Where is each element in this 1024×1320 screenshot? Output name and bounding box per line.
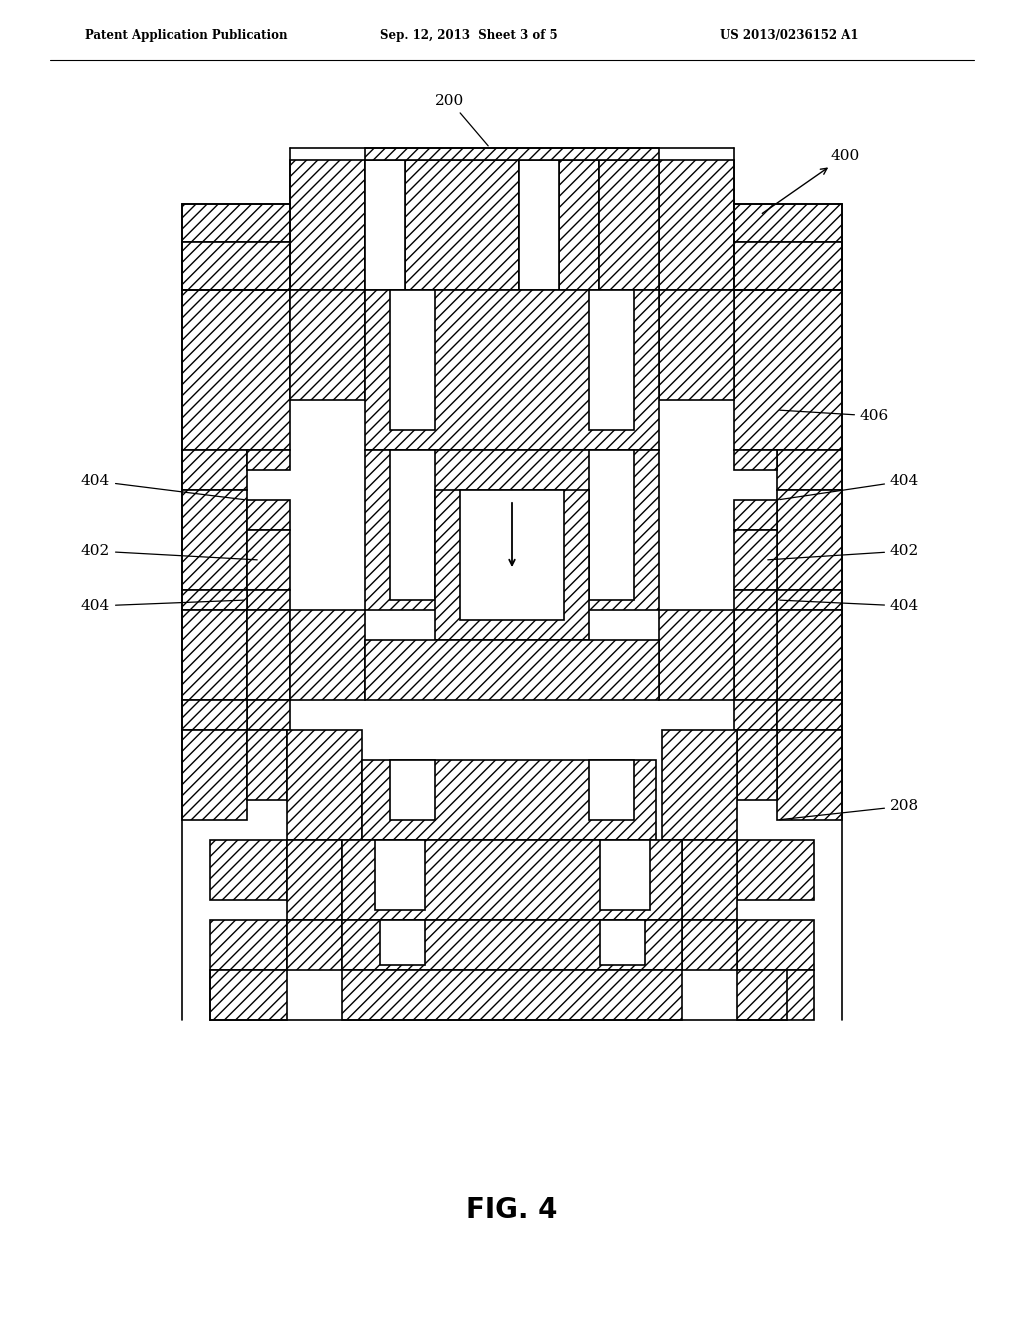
Polygon shape bbox=[342, 920, 682, 970]
Polygon shape bbox=[247, 500, 290, 531]
Polygon shape bbox=[365, 450, 659, 610]
Text: 400: 400 bbox=[762, 149, 859, 214]
Polygon shape bbox=[460, 490, 564, 620]
Polygon shape bbox=[737, 730, 777, 800]
Polygon shape bbox=[287, 840, 342, 920]
Polygon shape bbox=[777, 730, 842, 820]
Polygon shape bbox=[380, 920, 425, 965]
Polygon shape bbox=[365, 290, 659, 450]
Polygon shape bbox=[662, 730, 737, 840]
Polygon shape bbox=[182, 242, 290, 290]
Polygon shape bbox=[247, 531, 290, 590]
Text: Sep. 12, 2013  Sheet 3 of 5: Sep. 12, 2013 Sheet 3 of 5 bbox=[380, 29, 558, 41]
Polygon shape bbox=[682, 920, 737, 970]
Polygon shape bbox=[287, 730, 362, 840]
Polygon shape bbox=[734, 290, 794, 305]
Polygon shape bbox=[589, 450, 634, 601]
Polygon shape bbox=[210, 970, 287, 1020]
Polygon shape bbox=[435, 490, 589, 640]
Polygon shape bbox=[589, 290, 634, 430]
Polygon shape bbox=[599, 160, 659, 290]
Polygon shape bbox=[734, 590, 777, 610]
Polygon shape bbox=[365, 148, 659, 160]
Polygon shape bbox=[290, 610, 365, 700]
Polygon shape bbox=[390, 290, 435, 430]
Polygon shape bbox=[734, 500, 777, 531]
Text: 404: 404 bbox=[81, 474, 245, 500]
Text: 404: 404 bbox=[81, 599, 245, 612]
Polygon shape bbox=[777, 490, 842, 590]
Polygon shape bbox=[777, 450, 842, 490]
Polygon shape bbox=[290, 160, 365, 290]
Polygon shape bbox=[734, 531, 777, 590]
Polygon shape bbox=[734, 700, 777, 730]
Text: 404: 404 bbox=[779, 474, 920, 499]
Polygon shape bbox=[365, 160, 406, 290]
Polygon shape bbox=[290, 290, 365, 400]
Text: 200: 200 bbox=[435, 94, 488, 147]
Polygon shape bbox=[734, 290, 842, 450]
Text: 404: 404 bbox=[780, 599, 920, 612]
Polygon shape bbox=[682, 840, 737, 920]
Polygon shape bbox=[406, 160, 519, 290]
Polygon shape bbox=[734, 205, 842, 242]
Polygon shape bbox=[737, 840, 814, 900]
Polygon shape bbox=[390, 760, 435, 820]
Polygon shape bbox=[342, 970, 682, 1020]
Polygon shape bbox=[210, 840, 287, 900]
Polygon shape bbox=[182, 730, 247, 820]
Polygon shape bbox=[659, 160, 734, 290]
Polygon shape bbox=[247, 450, 290, 470]
Polygon shape bbox=[600, 920, 645, 965]
Polygon shape bbox=[737, 970, 814, 1020]
Polygon shape bbox=[734, 242, 842, 290]
Polygon shape bbox=[777, 590, 842, 610]
Polygon shape bbox=[182, 490, 247, 590]
Polygon shape bbox=[182, 700, 247, 730]
Polygon shape bbox=[287, 920, 342, 970]
Polygon shape bbox=[519, 160, 559, 290]
Text: Patent Application Publication: Patent Application Publication bbox=[85, 29, 288, 41]
Polygon shape bbox=[247, 700, 290, 730]
Polygon shape bbox=[659, 610, 734, 700]
Polygon shape bbox=[365, 640, 659, 700]
Polygon shape bbox=[734, 450, 777, 470]
Polygon shape bbox=[230, 290, 290, 305]
Polygon shape bbox=[519, 160, 559, 290]
Polygon shape bbox=[777, 700, 842, 730]
Polygon shape bbox=[182, 610, 247, 700]
Text: US 2013/0236152 A1: US 2013/0236152 A1 bbox=[720, 29, 858, 41]
Polygon shape bbox=[375, 840, 425, 909]
Polygon shape bbox=[182, 290, 290, 450]
Polygon shape bbox=[737, 920, 814, 970]
Polygon shape bbox=[559, 160, 599, 290]
Polygon shape bbox=[182, 205, 290, 242]
Polygon shape bbox=[600, 840, 650, 909]
Polygon shape bbox=[390, 450, 435, 601]
Polygon shape bbox=[247, 730, 287, 800]
Polygon shape bbox=[589, 760, 634, 820]
Text: FIG. 4: FIG. 4 bbox=[466, 1196, 558, 1224]
Polygon shape bbox=[182, 590, 247, 610]
Polygon shape bbox=[365, 160, 406, 290]
Text: 208: 208 bbox=[779, 799, 920, 820]
Polygon shape bbox=[734, 610, 777, 700]
Polygon shape bbox=[777, 610, 842, 700]
Text: 406: 406 bbox=[779, 409, 889, 422]
Polygon shape bbox=[342, 840, 682, 920]
Polygon shape bbox=[182, 450, 247, 490]
Polygon shape bbox=[210, 920, 287, 970]
Polygon shape bbox=[362, 760, 656, 840]
Polygon shape bbox=[247, 610, 290, 700]
Polygon shape bbox=[247, 590, 290, 610]
Text: 402: 402 bbox=[81, 544, 257, 560]
Polygon shape bbox=[659, 290, 734, 400]
Text: 402: 402 bbox=[768, 544, 920, 560]
